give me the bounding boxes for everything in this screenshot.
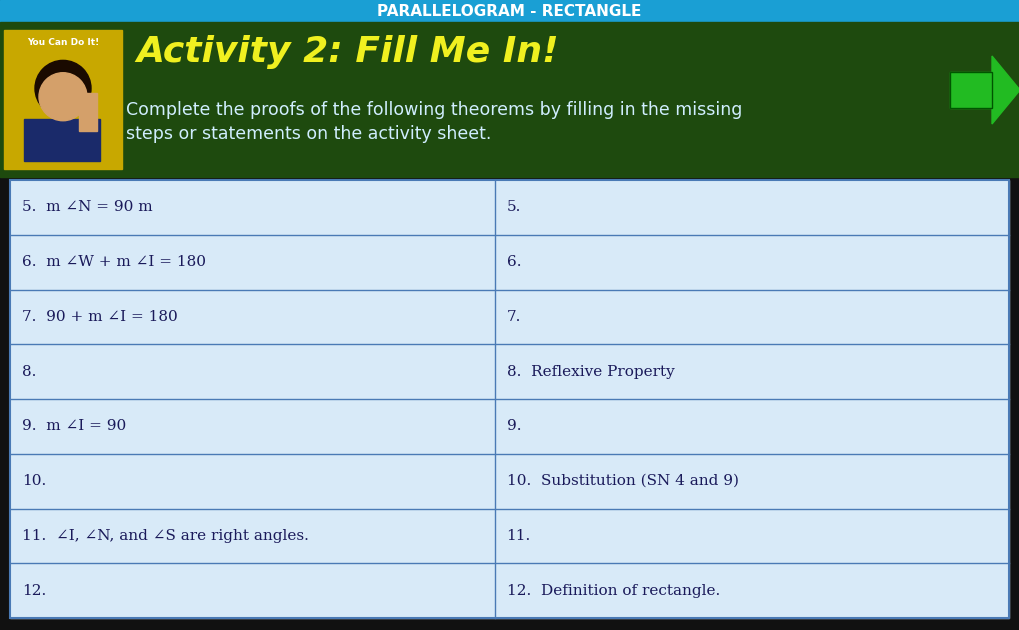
Text: 7.: 7.: [506, 310, 521, 324]
Text: 12.: 12.: [22, 583, 46, 598]
Text: 5.  m ∠N = 90 m: 5. m ∠N = 90 m: [22, 200, 153, 214]
Bar: [0, 22, 1019, 177]
Text: Activity 2: Fill Me In!: Activity 2: Fill Me In!: [136, 35, 558, 69]
Text: Complete the proofs of the following theorems by filling in the missing: Complete the proofs of the following the…: [126, 101, 743, 119]
Bar: [10, 180, 494, 235]
Text: You Can Do It!: You Can Do It!: [26, 38, 99, 47]
Text: 7.  90 + m ∠I = 180: 7. 90 + m ∠I = 180: [22, 310, 177, 324]
Text: 10.: 10.: [22, 474, 46, 488]
Text: 9.: 9.: [506, 420, 521, 433]
Text: 9.  m ∠I = 90: 9. m ∠I = 90: [22, 420, 126, 433]
Text: 6.  m ∠W + m ∠I = 180: 6. m ∠W + m ∠I = 180: [22, 255, 206, 269]
Text: PARALLELOGRAM - RECTANGLE: PARALLELOGRAM - RECTANGLE: [377, 4, 642, 18]
Bar: [10, 180, 1009, 618]
Bar: [494, 399, 1009, 454]
Text: steps or statements on the activity sheet.: steps or statements on the activity shee…: [126, 125, 491, 143]
Text: 8.: 8.: [22, 365, 37, 379]
Bar: [0, 0, 1019, 22]
Text: 5.: 5.: [506, 200, 521, 214]
Text: 10.  Substitution (SN 4 and 9): 10. Substitution (SN 4 and 9): [506, 474, 739, 488]
Bar: [950, 72, 993, 108]
Bar: [10, 344, 494, 399]
Text: 11.: 11.: [506, 529, 531, 543]
Bar: [494, 508, 1009, 563]
Bar: [4, 30, 122, 169]
Bar: [10, 454, 494, 508]
Circle shape: [35, 60, 91, 117]
Bar: [494, 563, 1009, 618]
Bar: [494, 344, 1009, 399]
Bar: [494, 235, 1009, 290]
Polygon shape: [993, 56, 1019, 124]
Bar: [10, 399, 494, 454]
Bar: [10, 290, 494, 344]
Bar: [950, 72, 993, 108]
Bar: [494, 180, 1009, 235]
Text: 6.: 6.: [506, 255, 521, 269]
Bar: [24, 119, 100, 161]
Bar: [494, 454, 1009, 508]
Bar: [10, 508, 494, 563]
Text: 8.  Reflexive Property: 8. Reflexive Property: [506, 365, 675, 379]
Bar: [10, 235, 494, 290]
Bar: [79, 93, 97, 131]
Bar: [10, 563, 494, 618]
Text: 12.  Definition of rectangle.: 12. Definition of rectangle.: [506, 583, 719, 598]
Circle shape: [39, 72, 87, 121]
Text: 11.  ∠I, ∠N, and ∠S are right angles.: 11. ∠I, ∠N, and ∠S are right angles.: [22, 529, 309, 543]
Bar: [494, 290, 1009, 344]
